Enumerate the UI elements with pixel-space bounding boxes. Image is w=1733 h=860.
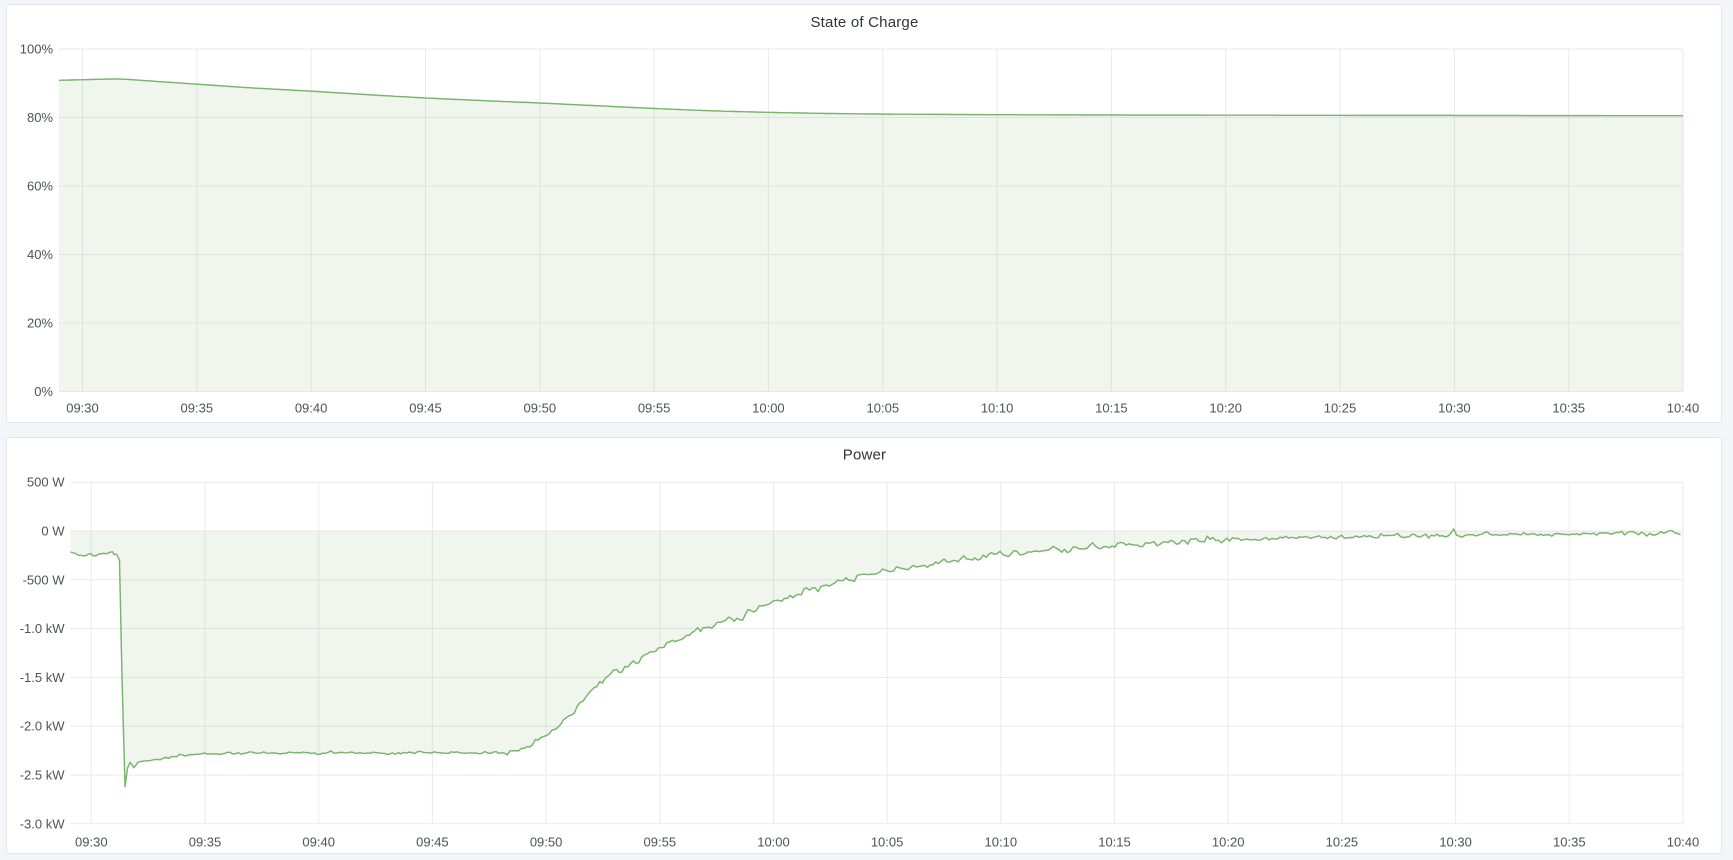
svg-text:09:35: 09:35 [181, 401, 214, 416]
svg-text:60%: 60% [27, 179, 53, 194]
svg-text:80%: 80% [27, 110, 53, 125]
svg-text:-3.0 kW: -3.0 kW [20, 816, 66, 831]
svg-text:09:35: 09:35 [189, 835, 222, 850]
svg-text:10:05: 10:05 [871, 835, 904, 850]
svg-text:10:15: 10:15 [1095, 401, 1128, 416]
svg-text:0 W: 0 W [41, 524, 65, 539]
svg-text:20%: 20% [27, 316, 53, 331]
svg-text:10:00: 10:00 [752, 401, 785, 416]
svg-text:40%: 40% [27, 247, 53, 262]
svg-text:10:40: 10:40 [1667, 835, 1700, 850]
svg-text:-2.0 kW: -2.0 kW [20, 719, 66, 734]
svg-text:-500 W: -500 W [23, 572, 66, 587]
svg-text:-2.5 kW: -2.5 kW [20, 768, 66, 783]
svg-text:Power: Power [843, 447, 887, 464]
svg-text:10:10: 10:10 [981, 401, 1014, 416]
svg-text:09:40: 09:40 [295, 401, 328, 416]
svg-text:10:35: 10:35 [1552, 401, 1585, 416]
svg-text:09:40: 09:40 [302, 835, 335, 850]
svg-text:10:30: 10:30 [1439, 835, 1472, 850]
svg-text:State of Charge: State of Charge [810, 14, 918, 31]
svg-text:10:30: 10:30 [1438, 401, 1471, 416]
svg-text:10:10: 10:10 [985, 835, 1018, 850]
svg-text:-1.0 kW: -1.0 kW [20, 621, 66, 636]
svg-text:10:20: 10:20 [1212, 835, 1245, 850]
svg-text:10:25: 10:25 [1324, 401, 1357, 416]
svg-text:10:20: 10:20 [1209, 401, 1242, 416]
svg-text:09:45: 09:45 [409, 401, 442, 416]
svg-text:09:50: 09:50 [524, 401, 557, 416]
svg-text:-1.5 kW: -1.5 kW [20, 670, 66, 685]
svg-text:500 W: 500 W [27, 475, 65, 490]
svg-text:09:50: 09:50 [530, 835, 563, 850]
svg-text:09:30: 09:30 [75, 835, 108, 850]
svg-text:10:25: 10:25 [1326, 835, 1359, 850]
svg-text:09:30: 09:30 [66, 401, 99, 416]
svg-text:0%: 0% [34, 384, 53, 399]
svg-text:10:00: 10:00 [757, 835, 790, 850]
svg-text:09:55: 09:55 [638, 401, 671, 416]
svg-text:10:05: 10:05 [867, 401, 900, 416]
svg-text:10:40: 10:40 [1667, 401, 1700, 416]
svg-text:10:35: 10:35 [1553, 835, 1586, 850]
svg-text:09:55: 09:55 [644, 835, 677, 850]
svg-text:09:45: 09:45 [416, 835, 449, 850]
svg-text:100%: 100% [20, 42, 54, 57]
svg-text:10:15: 10:15 [1098, 835, 1131, 850]
